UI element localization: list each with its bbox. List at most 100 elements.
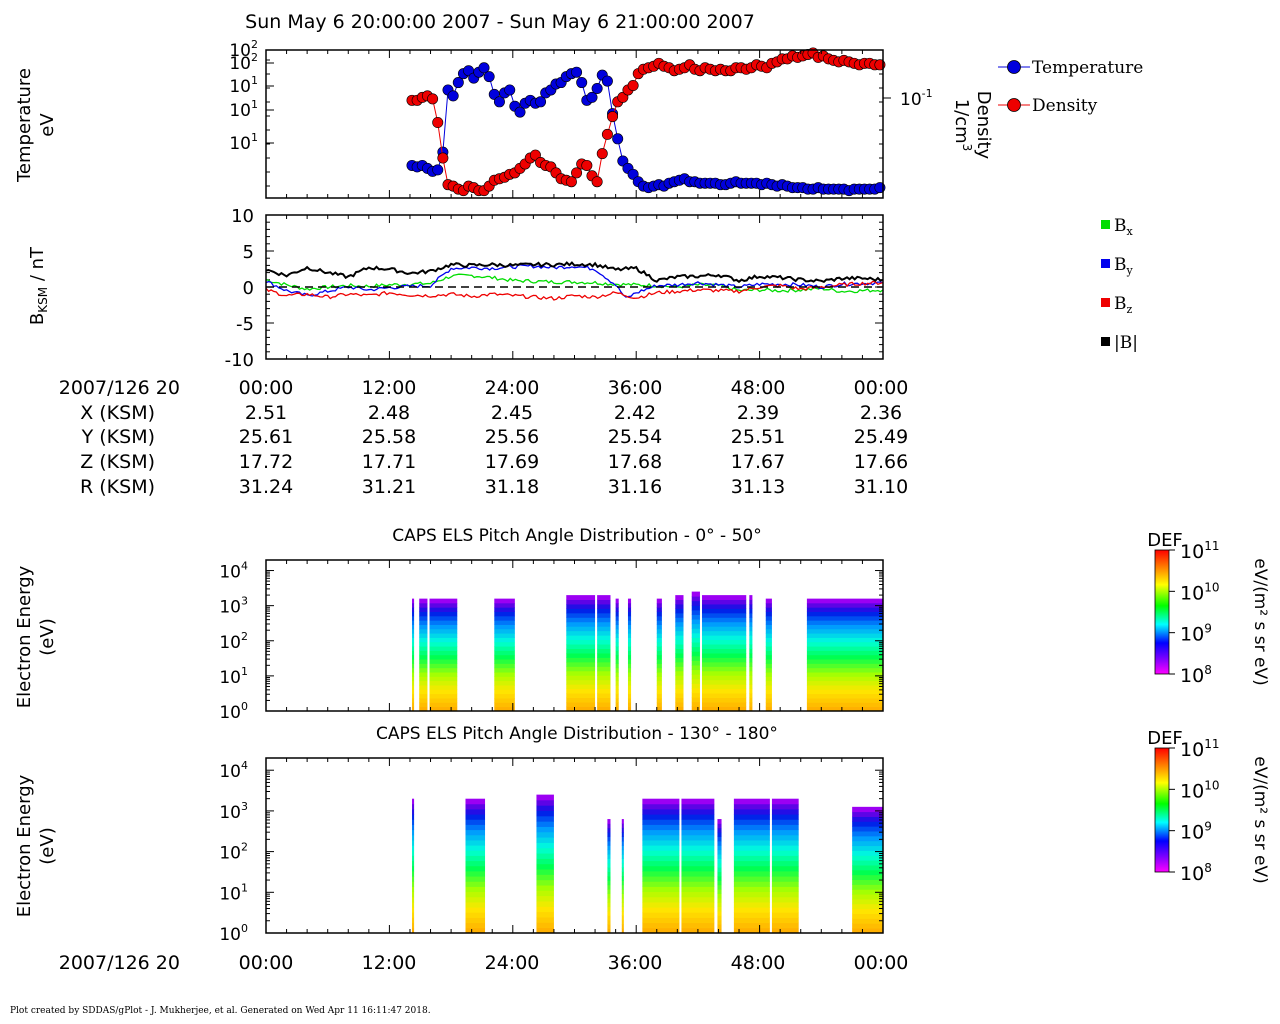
spectrogram-cell xyxy=(771,886,799,893)
spectrogram-cell xyxy=(597,661,611,667)
spectrogram-cell xyxy=(681,912,715,918)
spectrogram-cell xyxy=(681,798,715,805)
spectrogram-cell xyxy=(621,827,624,833)
spectrogram-cell xyxy=(733,803,770,810)
spectrogram-cell xyxy=(765,693,772,699)
spectrogram-cell xyxy=(681,891,715,898)
spectrogram-cell xyxy=(806,633,883,638)
energy-tick-label: 102 xyxy=(219,630,248,653)
bottom-time-tick: 48:00 xyxy=(731,952,786,974)
spectrogram-cell xyxy=(852,884,883,890)
plot-footer: Plot created by SDDAS/gPlot - J. Mukherj… xyxy=(10,1006,431,1016)
spectrogram-cell xyxy=(733,891,770,898)
spectrogram-cell xyxy=(717,889,722,894)
spectrogram-cell xyxy=(494,689,515,695)
spectrogram-cell xyxy=(621,880,624,886)
spectrogram-cell xyxy=(691,701,700,707)
spectrogram-cell xyxy=(419,620,428,625)
spectrogram-cell xyxy=(597,688,611,694)
spectrogram-cell xyxy=(429,680,458,686)
colorbar-unit-label: eV/(m² s sr eV) xyxy=(1250,756,1270,883)
spectrogram-cell xyxy=(412,881,415,887)
spectrogram-cell xyxy=(419,672,428,677)
spectrogram-cell xyxy=(656,611,662,617)
spectrogram-cell xyxy=(749,604,753,609)
spectrogram-cell xyxy=(627,698,632,703)
spectrogram-cell xyxy=(749,599,753,605)
spectrogram-cell xyxy=(852,869,883,876)
energy-tick-label: 102 xyxy=(219,841,248,864)
spectrogram-cell xyxy=(749,644,753,650)
spectrogram-cell xyxy=(852,835,883,842)
spectrogram-cell xyxy=(607,871,611,877)
spectrogram-cell xyxy=(702,679,747,685)
spectrogram-cell xyxy=(656,646,662,651)
spectrogram-cell xyxy=(771,803,799,810)
temperature-legend: Temperature xyxy=(998,58,1143,78)
spectrogram-cell xyxy=(621,876,624,881)
ephemeris-value: 2.36 xyxy=(860,402,902,424)
spectrogram-cell xyxy=(642,834,680,841)
temperature-point xyxy=(576,77,588,89)
temperature-tick-label: 101 xyxy=(229,98,258,121)
spectrogram-cell xyxy=(806,650,883,656)
spectrogram-cell xyxy=(702,657,747,663)
spectrogram-cell xyxy=(656,602,662,608)
spectrogram-cell xyxy=(749,617,753,623)
spectrogram-cell xyxy=(675,599,684,605)
spectrogram-cell xyxy=(771,845,799,851)
ephemeris-time: 48:00 xyxy=(731,377,786,399)
spectrogram-130-180-ylabel: Electron Energy xyxy=(14,774,35,917)
spectrogram-cell xyxy=(615,607,619,612)
spectrogram-130-180-plot xyxy=(412,794,883,934)
ephemeris-value: 17.69 xyxy=(485,451,539,473)
temperature-density-x-ticks xyxy=(265,50,884,198)
spectrogram-cell xyxy=(771,855,799,862)
spectrogram-cell xyxy=(621,862,624,868)
spectrogram-cell xyxy=(642,829,680,836)
spectrogram-cell xyxy=(429,607,458,612)
spectrogram-cell xyxy=(494,676,515,682)
spectrogram-cell xyxy=(717,915,722,921)
spectrogram-cell xyxy=(536,799,554,806)
spectrogram-cell xyxy=(656,706,662,712)
spectrogram-cell xyxy=(566,666,596,672)
spectrogram-cell xyxy=(749,679,753,685)
spectrogram-cell xyxy=(536,847,554,854)
spectrogram-cell xyxy=(412,917,415,924)
temperature-unit-label: eV xyxy=(37,113,58,137)
spectrogram-cell xyxy=(852,831,883,837)
density-legend-marker xyxy=(1007,98,1021,112)
spectrogram-cell xyxy=(765,654,772,660)
spectrogram-cell xyxy=(717,862,722,868)
spectrogram-cell xyxy=(621,823,624,829)
spectrogram-cell xyxy=(494,598,515,604)
spectrogram-cell xyxy=(691,614,700,620)
spectrogram-cell xyxy=(621,858,624,864)
spectrogram-cell xyxy=(412,598,415,604)
spectrogram-cell xyxy=(765,633,772,638)
spectrogram-cell xyxy=(627,615,632,621)
spectrogram-cell xyxy=(412,907,415,913)
spectrogram-cell xyxy=(419,641,428,647)
spectrogram-cell xyxy=(733,860,770,867)
spectrogram-cell xyxy=(765,689,772,695)
spectrogram-cell xyxy=(597,612,611,618)
spectrogram-cell xyxy=(412,855,415,862)
spectrogram-cell xyxy=(412,922,415,929)
energy-tick-label: 103 xyxy=(219,595,248,618)
spectrogram-cell xyxy=(806,659,883,664)
spectrogram-cell xyxy=(765,646,772,651)
bottom-time-axis: 2007/126 20 00:00 12:00 24:00 36:00 48:00 00:0… xyxy=(59,952,909,974)
spectrogram-cell xyxy=(627,702,632,708)
spectrogram-cell xyxy=(749,697,753,703)
energy-tick-label: 104 xyxy=(219,560,248,583)
spectrogram-cell xyxy=(675,648,684,654)
spectrogram-cell xyxy=(852,928,883,934)
spectrogram-cell xyxy=(681,902,715,908)
spectrogram-cell xyxy=(494,615,515,621)
temperature-point xyxy=(447,90,459,102)
spectrogram-cell xyxy=(494,633,515,638)
spectrogram-cell xyxy=(465,798,486,805)
spectrogram-cell xyxy=(607,862,611,868)
